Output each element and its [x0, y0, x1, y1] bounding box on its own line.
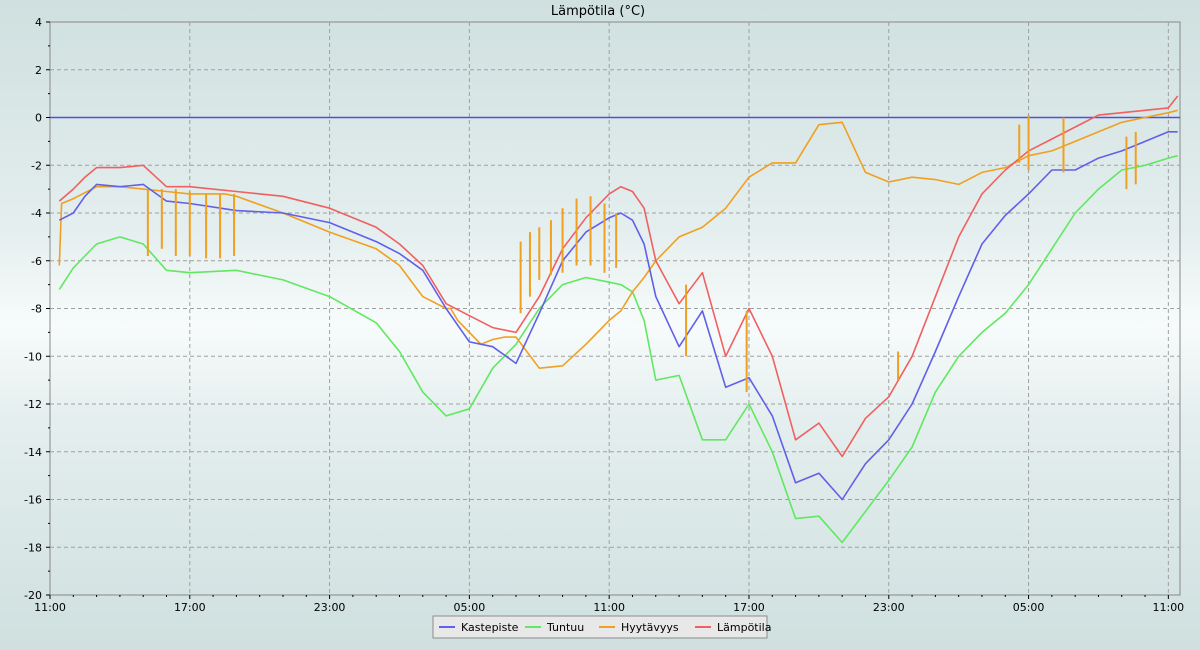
x-tick-label: 23:00	[873, 601, 905, 614]
x-tick-label: 11:00	[34, 601, 66, 614]
series-line-0	[58, 131, 1178, 501]
y-tick-label: -14	[24, 446, 42, 459]
x-tick-label: 17:00	[733, 601, 765, 614]
y-tick-label: -10	[24, 350, 42, 363]
x-tick-label: 11:00	[593, 601, 625, 614]
y-tick-label: 4	[35, 16, 42, 29]
y-tick-label: -12	[24, 398, 42, 411]
x-axis: 11:00 17:00 23:00 05:00 11:00 17:00 23:00 05:00…	[34, 595, 1184, 614]
series-line-3	[58, 95, 1179, 458]
x-tick-label: 05:00	[1013, 601, 1045, 614]
y-tick-label: 2	[35, 64, 42, 77]
chart-title: Lämpötila (°C)	[551, 4, 645, 19]
x-tick-label: 05:00	[454, 601, 486, 614]
series-line-2	[58, 109, 1178, 370]
y-axis: 4 2 0 -2 -4 -6 -8 -10 -12 -14 -16 -18 -20	[24, 16, 50, 602]
y-tick-label: -4	[31, 207, 42, 220]
x-tick-label: 11:00	[1152, 601, 1184, 614]
y-tick-label: -8	[31, 303, 42, 316]
y-tick-label: -6	[31, 255, 42, 268]
series-line-1	[58, 154, 1178, 544]
series-lines	[58, 95, 1179, 544]
legend-label: Kastepiste	[461, 621, 519, 634]
x-tick-label: 17:00	[174, 601, 206, 614]
grid-lines	[50, 22, 1180, 595]
y-tick-label: -18	[24, 541, 42, 554]
y-tick-label: -16	[24, 494, 42, 507]
legend-label: Lämpötila	[717, 621, 771, 634]
x-tick-label: 23:00	[314, 601, 346, 614]
y-tick-label: 0	[35, 112, 42, 125]
legend: Kastepiste Tuntuu Hyytävyys Lämpötila	[432, 615, 771, 639]
y-tick-label: -20	[24, 589, 42, 602]
legend-label: Tuntuu	[546, 621, 584, 634]
y-tick-label: -2	[31, 159, 42, 172]
legend-label: Hyytävyys	[621, 621, 679, 634]
